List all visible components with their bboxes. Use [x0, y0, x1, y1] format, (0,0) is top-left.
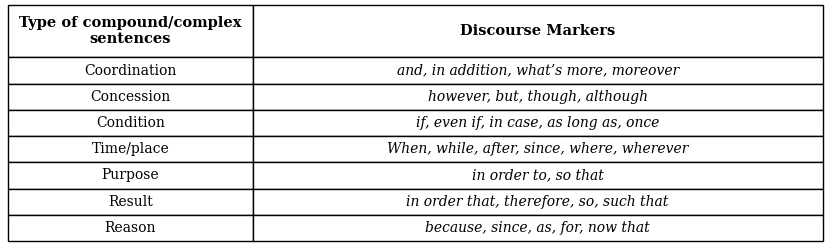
Text: however, but, though, although: however, but, though, although — [428, 90, 647, 104]
Bar — [8, 136, 253, 162]
Bar — [253, 136, 823, 162]
Text: in order that, therefore, so, such that: in order that, therefore, so, such that — [406, 195, 669, 209]
Bar — [253, 215, 823, 241]
Text: Reason: Reason — [105, 221, 156, 235]
Bar — [253, 162, 823, 189]
Text: in order to, so that: in order to, so that — [472, 169, 603, 183]
Text: Concession: Concession — [91, 90, 170, 104]
Bar — [8, 84, 253, 110]
Text: and, in addition, what’s more, moreover: and, in addition, what’s more, moreover — [396, 63, 679, 77]
Text: because, since, as, for, now that: because, since, as, for, now that — [425, 221, 650, 235]
Text: Coordination: Coordination — [84, 63, 177, 77]
Text: Condition: Condition — [96, 116, 165, 130]
Text: Purpose: Purpose — [101, 169, 160, 183]
Bar — [253, 57, 823, 84]
Text: Type of compound/complex
sentences: Type of compound/complex sentences — [19, 16, 242, 46]
Bar — [253, 189, 823, 215]
Text: Discourse Markers: Discourse Markers — [460, 24, 615, 38]
Text: Result: Result — [108, 195, 153, 209]
Bar — [8, 110, 253, 136]
Bar — [8, 215, 253, 241]
Bar — [253, 84, 823, 110]
Bar — [8, 5, 253, 57]
Text: When, while, after, since, where, wherever: When, while, after, since, where, wherev… — [387, 142, 688, 156]
Bar — [8, 57, 253, 84]
Bar — [8, 189, 253, 215]
Bar — [253, 5, 823, 57]
Text: if, even if, in case, as long as, once: if, even if, in case, as long as, once — [416, 116, 659, 130]
Bar — [8, 162, 253, 189]
Bar — [253, 110, 823, 136]
Text: Time/place: Time/place — [91, 142, 170, 156]
